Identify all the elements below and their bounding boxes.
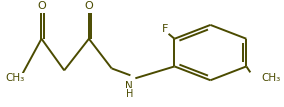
Text: N: N <box>125 81 132 91</box>
Text: CH₃: CH₃ <box>261 73 280 83</box>
Text: CH₃: CH₃ <box>5 73 24 83</box>
Text: H: H <box>126 89 133 99</box>
Text: O: O <box>85 1 93 11</box>
Text: F: F <box>161 24 168 34</box>
Text: O: O <box>37 1 46 11</box>
